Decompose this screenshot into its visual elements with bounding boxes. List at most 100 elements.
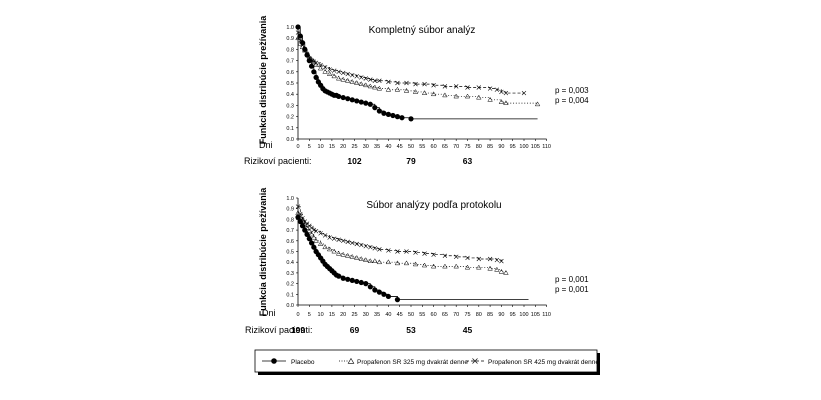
y-tick-label: 0.2 bbox=[286, 115, 294, 121]
data-point-325 bbox=[476, 94, 482, 100]
p-value: p = 0,004 bbox=[555, 96, 589, 105]
data-point-placebo bbox=[313, 74, 319, 80]
y-tick-label: 0.6 bbox=[286, 239, 294, 245]
x-tick-label: 100 bbox=[519, 312, 528, 318]
data-point-325 bbox=[487, 265, 493, 271]
chart-title: Súbor analýzy podľa protokolu bbox=[366, 200, 501, 211]
data-point-placebo bbox=[311, 69, 317, 75]
data-point-325 bbox=[322, 244, 328, 250]
survival-chart-per-protocol: Súbor analýzy podľa protokolu Funkcia di… bbox=[245, 187, 589, 335]
data-point-425 bbox=[368, 245, 373, 250]
y-tick-label: 0.0 bbox=[286, 137, 294, 143]
data-point-325 bbox=[453, 263, 459, 269]
data-point-325 bbox=[503, 100, 509, 106]
data-point-425 bbox=[404, 249, 409, 254]
data-point-325 bbox=[494, 266, 500, 272]
data-point-425 bbox=[322, 233, 328, 238]
data-point-325 bbox=[317, 241, 324, 246]
x-tick-label: 5 bbox=[308, 312, 311, 318]
x-tick-label: 105 bbox=[531, 312, 540, 318]
data-point-325 bbox=[302, 221, 308, 227]
x-tick-label: 105 bbox=[531, 144, 540, 150]
y-tick-label: 0.4 bbox=[286, 260, 294, 266]
legend-425-marker bbox=[472, 358, 478, 364]
data-point-placebo bbox=[385, 111, 391, 117]
data-point-placebo bbox=[376, 108, 382, 114]
risk-number: 53 bbox=[406, 325, 416, 335]
data-point-325 bbox=[442, 92, 448, 98]
data-point-placebo bbox=[381, 110, 387, 116]
data-point-325 bbox=[308, 231, 315, 237]
x-tick-label: 10 bbox=[318, 144, 324, 150]
data-point-425 bbox=[431, 252, 436, 257]
x-tick-label: 30 bbox=[363, 312, 369, 318]
data-point-325 bbox=[385, 259, 392, 265]
data-point-425 bbox=[318, 231, 323, 236]
data-point-425 bbox=[322, 65, 328, 70]
p-value: p = 0,003 bbox=[555, 86, 589, 95]
data-point-325 bbox=[358, 256, 365, 261]
risk-label: Rizikoví pacienti: bbox=[244, 156, 312, 166]
data-point-425 bbox=[350, 240, 355, 246]
data-point-placebo bbox=[308, 63, 315, 69]
data-point-325 bbox=[430, 91, 437, 97]
data-point-325 bbox=[363, 257, 369, 262]
data-point-325 bbox=[349, 78, 355, 84]
data-point-425 bbox=[331, 236, 337, 241]
x-tick-label: 35 bbox=[374, 312, 380, 318]
data-point-425 bbox=[487, 86, 493, 91]
data-point-325 bbox=[331, 73, 337, 79]
x-tick-label: 95 bbox=[510, 144, 516, 150]
x-tick-label: 85 bbox=[487, 144, 493, 150]
data-point-425 bbox=[413, 250, 418, 255]
legend-325-marker bbox=[347, 357, 355, 364]
data-point-425 bbox=[298, 38, 303, 43]
data-point-placebo bbox=[399, 115, 405, 121]
data-point-425 bbox=[442, 84, 448, 89]
data-point-425 bbox=[377, 247, 382, 252]
x-tick-label: 30 bbox=[363, 144, 369, 150]
data-point-425 bbox=[313, 228, 319, 234]
y-tick-label: 0.1 bbox=[286, 292, 294, 298]
risk-number: 199 bbox=[291, 325, 305, 335]
y-tick-label: 0.0 bbox=[286, 303, 294, 309]
data-point-325 bbox=[335, 250, 342, 256]
x-tick-label: 55 bbox=[419, 312, 425, 318]
legend-label-425: Propafenon SR 425 mg dvakrát denne bbox=[488, 359, 599, 366]
data-point-placebo bbox=[354, 98, 360, 104]
data-point-325 bbox=[299, 218, 306, 224]
risk-number: 63 bbox=[463, 156, 473, 166]
data-point-425 bbox=[453, 84, 459, 89]
x-tick-label: 15 bbox=[329, 144, 335, 150]
data-point-425 bbox=[313, 60, 319, 66]
data-point-placebo bbox=[367, 284, 373, 290]
risk-number: 79 bbox=[406, 156, 416, 166]
series-line-2 bbox=[298, 206, 502, 262]
data-point-placebo bbox=[336, 93, 342, 100]
series-line-2 bbox=[298, 32, 524, 94]
data-point-325 bbox=[376, 85, 383, 91]
data-point-425 bbox=[395, 249, 400, 254]
y-axis-label: Funkcia distribúcie prežívania bbox=[258, 187, 268, 317]
data-point-325 bbox=[476, 264, 482, 270]
legend-placebo-marker bbox=[271, 358, 277, 364]
data-point-placebo bbox=[295, 24, 301, 30]
data-point-325 bbox=[326, 71, 333, 76]
x-tick-label: 65 bbox=[442, 144, 448, 150]
data-point-425 bbox=[395, 80, 400, 86]
y-tick-label: 0.6 bbox=[286, 70, 294, 76]
x-tick-label: 65 bbox=[442, 312, 448, 318]
y-tick-label: 0.9 bbox=[286, 36, 294, 42]
data-point-425 bbox=[295, 204, 301, 209]
data-point-325 bbox=[421, 262, 428, 268]
x-tick-label: 35 bbox=[374, 144, 380, 150]
y-tick-label: 0.3 bbox=[286, 271, 294, 277]
x-tick-label: 5 bbox=[308, 144, 311, 150]
data-point-425 bbox=[318, 62, 323, 68]
data-point-placebo bbox=[340, 94, 346, 101]
data-point-placebo bbox=[363, 100, 369, 106]
data-point-425 bbox=[363, 76, 369, 81]
data-point-325 bbox=[340, 76, 346, 82]
legend-label-325: Propafenon SR 325 mg dvakrát denne bbox=[357, 359, 468, 366]
data-point-325 bbox=[354, 80, 360, 85]
